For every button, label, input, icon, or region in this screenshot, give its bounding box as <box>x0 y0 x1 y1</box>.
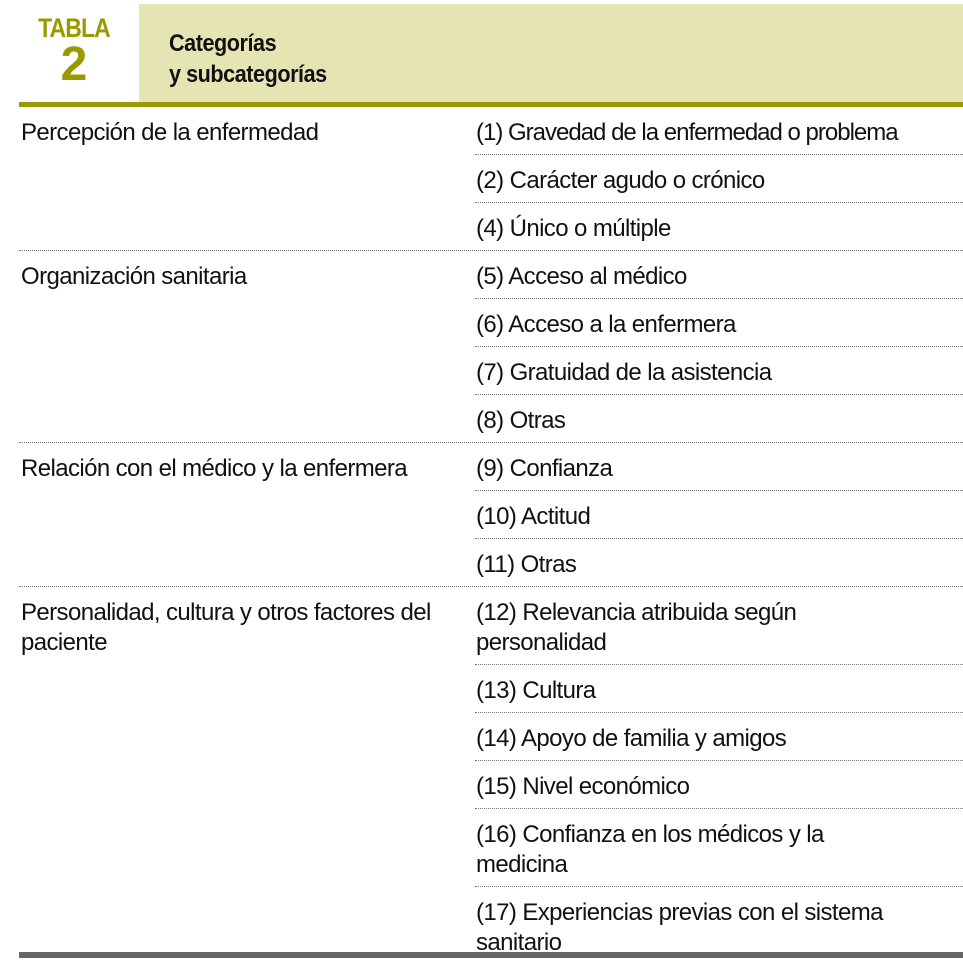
subcategory-item: (10) Actitud <box>475 491 963 539</box>
category-group: Organización sanitaria (5) Acceso al médi… <box>19 251 963 443</box>
subcategory-item: (13) Cultura <box>475 665 963 713</box>
table-header: TABLA 2 Categorías y subcategorías <box>19 0 963 108</box>
subcategory-list: (12) Relevancia atribuida según personal… <box>475 587 963 964</box>
category-cell: Personalidad, cultura y otros factores d… <box>21 599 431 656</box>
subcategory-item: (16) Confianza en los médicos y la medic… <box>475 809 963 887</box>
subcategory-item: (15) Nivel económico <box>475 761 963 809</box>
table-label: TABLA 2 <box>19 13 129 91</box>
subcategory-item: (6) Acceso a la enfermera <box>475 299 963 347</box>
subcategory-item: (4) Único o múltiple <box>476 215 671 242</box>
subcategory-item: (9) Confianza <box>475 443 963 491</box>
title-box: Categorías y subcategorías <box>139 4 963 106</box>
category-group: Relación con el médico y la enfermera (9)… <box>19 443 963 587</box>
subcategory-item: (5) Acceso al médico <box>475 251 963 299</box>
subcategory-item: (11) Otras <box>476 551 577 578</box>
subcategory-list: (1) Gravedad de la enfermedad o problema… <box>475 107 963 250</box>
category-cell: Organización sanitaria <box>21 263 247 290</box>
table-title: Categorías y subcategorías <box>169 28 327 90</box>
subcategory-list: (5) Acceso al médico (6) Acceso a la enfe… <box>475 251 963 442</box>
subcategory-item: (14) Apoyo de familia y amigos <box>475 713 963 761</box>
header-rule <box>19 102 963 107</box>
bottom-rule <box>19 952 963 958</box>
subcategory-list: (9) Confianza (10) Actitud (11) Otras <box>475 443 963 586</box>
category-cell: Percepción de la enfermedad <box>21 119 319 146</box>
categories-table: Percepción de la enfermedad (1) Gravedad … <box>19 107 963 964</box>
title-line-1: Categorías <box>169 30 277 57</box>
subcategory-item: (17) Experiencias previas con el sistema… <box>476 899 883 956</box>
category-cell: Relación con el médico y la enfermera <box>21 455 408 482</box>
subcategory-item: (7) Gratuidad de la asistencia <box>475 347 963 395</box>
category-group: Percepción de la enfermedad (1) Gravedad … <box>19 107 963 251</box>
subcategory-item: (2) Carácter agudo o crónico <box>475 155 963 203</box>
table-label-text: TABLA <box>38 13 111 43</box>
subcategory-item: (1) Gravedad de la enfermedad o problema <box>475 107 963 155</box>
table-number: 2 <box>60 38 88 91</box>
category-group: Personalidad, cultura y otros factores d… <box>19 587 963 964</box>
title-line-2: y subcategorías <box>169 61 327 88</box>
subcategory-item: (12) Relevancia atribuida según personal… <box>475 587 963 665</box>
subcategory-item: (8) Otras <box>476 407 566 434</box>
